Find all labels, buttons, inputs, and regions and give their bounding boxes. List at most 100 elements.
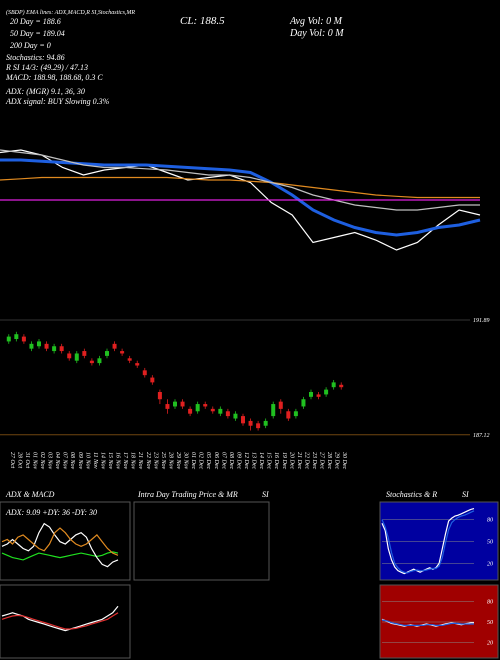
candle-body	[324, 389, 329, 395]
panel-title: Intra Day Trading Price & MR	[137, 490, 238, 499]
date-label: 22 Dec	[303, 452, 309, 469]
date-label: 10 Nov	[84, 452, 90, 470]
date-label: 21 Dec	[296, 452, 302, 469]
date-label: 09 Dec	[235, 452, 241, 469]
date-label: 14 Nov	[99, 452, 106, 470]
candle-body	[21, 336, 26, 342]
candle-body	[74, 353, 79, 361]
candle-body	[256, 423, 261, 429]
y-tick-label: 50	[487, 620, 493, 626]
series-line	[0, 149, 481, 251]
ma200: 200 Day = 0	[10, 41, 51, 50]
rsi-panel	[379, 584, 499, 659]
candle-body	[142, 370, 147, 376]
macd: MACD: 188.98, 188.68, 0.3 C	[5, 73, 103, 82]
y-tick-label: 20	[487, 640, 493, 646]
macd-panel	[0, 584, 131, 659]
candle-body	[331, 382, 336, 388]
series-line	[381, 619, 474, 626]
date-label: 28 Dec	[326, 452, 332, 469]
date-label: 13 Dec	[251, 452, 257, 469]
date-label: 08 Dec	[228, 452, 234, 469]
date-label: 01 Dec	[190, 452, 196, 469]
candle-body	[301, 399, 306, 407]
date-label: 31 Oct	[24, 451, 30, 468]
candle-body	[339, 384, 344, 388]
date-label: 18 Nov	[130, 452, 136, 470]
date-label: 28 Oct	[16, 452, 22, 468]
date-label: 25 Nov	[160, 452, 166, 470]
candle-body	[157, 392, 162, 400]
date-label: 16 Dec	[273, 452, 279, 469]
date-label: 27 Dec	[319, 452, 325, 469]
panel-title: SI	[462, 490, 469, 499]
candle-body	[278, 401, 283, 409]
candle-body	[173, 401, 177, 407]
day-vol: Day Vol: 0 M	[289, 28, 344, 39]
date-label: 06 Dec	[213, 452, 219, 469]
symbol-line: (SBDP) EMA lines: ADX,MACD,R SI,Stochast…	[6, 9, 135, 16]
candle-body	[233, 413, 238, 419]
candle-body	[89, 360, 94, 364]
date-label: 28 Nov	[167, 452, 173, 470]
candle-body	[225, 411, 230, 417]
candle-body	[67, 353, 72, 359]
candle-body	[52, 346, 57, 352]
series-line	[0, 158, 481, 237]
series-line	[1, 551, 119, 561]
candle-body	[150, 377, 155, 383]
stochastics: Stochastics: 94.86	[6, 53, 65, 62]
date-label: 29 Dec	[334, 452, 340, 469]
date-label: 23 Nov	[152, 452, 158, 470]
candle-body	[82, 351, 87, 356]
y-tick-label: 50	[487, 540, 493, 546]
date-label: 02 Dec	[198, 452, 204, 469]
series-line	[381, 508, 475, 575]
panel-title: SI	[262, 490, 269, 499]
candle-body	[309, 392, 313, 397]
candle-body	[37, 341, 41, 347]
avg-vol: Avg Vol: 0 M	[289, 16, 343, 27]
candle-body	[188, 408, 193, 414]
date-label: 09 Nov	[77, 452, 83, 470]
series-line	[381, 510, 475, 574]
candle-body	[210, 408, 215, 412]
price-label: 191.89	[473, 318, 490, 324]
candle-body	[293, 411, 298, 417]
date-label: 04 Nov	[54, 452, 61, 470]
candle-body	[105, 351, 109, 356]
candle-body	[241, 416, 245, 424]
rsi: R SI 14/3: (49.29) / 47.13	[5, 63, 88, 72]
date-label: 15 Nov	[107, 452, 113, 470]
date-label: 29 Nov	[175, 452, 181, 470]
date-label: 27 Oct	[9, 452, 15, 468]
panel-subtitle: ADX: 9.09 +DY: 36 -DY: 30	[5, 508, 97, 517]
ma50: 50 Day = 189.04	[10, 29, 65, 38]
candle-body	[180, 401, 185, 407]
candle-body	[263, 420, 268, 426]
date-label: 22 Nov	[145, 452, 151, 470]
series-line	[0, 176, 480, 199]
date-label: 03 Nov	[47, 452, 53, 470]
candle-body	[271, 404, 276, 417]
y-tick-label: 80	[487, 600, 493, 606]
date-label: 16 Nov	[115, 452, 121, 470]
panel-title: ADX & MACD	[5, 490, 55, 499]
adx: ADX: (MGR) 9.1, 36, 30	[5, 87, 85, 96]
series-line	[1, 522, 119, 568]
candle-body	[59, 346, 64, 352]
candle-body	[120, 351, 125, 354]
date-label: 02 Nov	[39, 452, 45, 470]
date-label: 08 Nov	[69, 452, 75, 470]
adx-signal: ADX signal: BUY Slowing 0.3%	[5, 97, 110, 106]
adx-panel	[0, 501, 131, 581]
date-label: 14 Dec	[258, 452, 265, 469]
candle-body	[286, 411, 291, 419]
series-line	[0, 149, 480, 211]
candle-body	[135, 363, 140, 366]
y-tick-label: 20	[487, 561, 493, 567]
date-label: 07 Dec	[220, 452, 226, 469]
intraday-panel	[133, 501, 270, 581]
candle-body	[195, 404, 200, 412]
date-label: 01 Nov	[31, 452, 37, 470]
